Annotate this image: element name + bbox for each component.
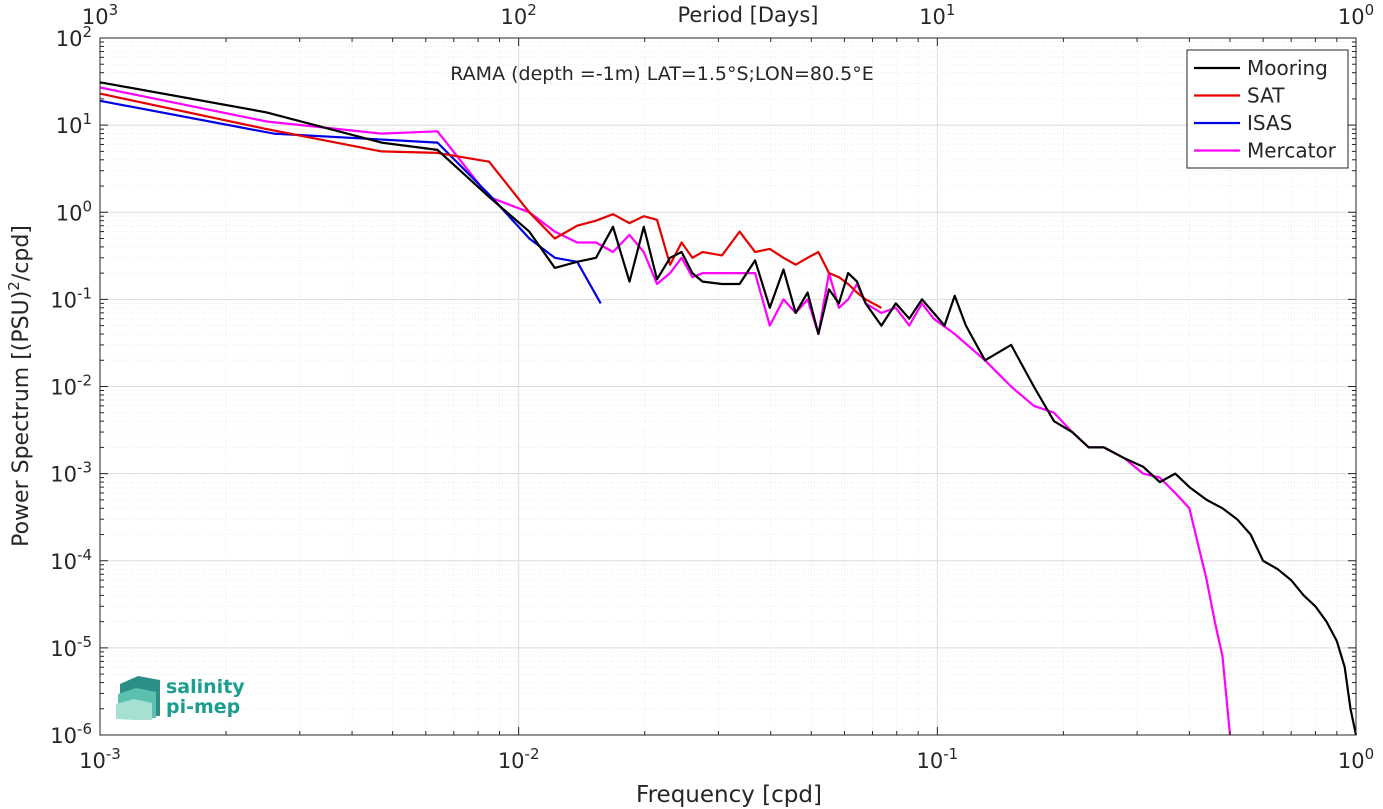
chart-title: RAMA (depth =-1m) LAT=1.5°S;LON=80.5°E	[450, 63, 874, 85]
y-tick-label: 10-2	[50, 372, 92, 400]
x-axis-label: Frequency [cpd]	[636, 782, 822, 808]
y-axis-label: Power Spectrum [(PSU)2/cpd]	[5, 225, 34, 547]
y-tick-label: 10-6	[50, 720, 92, 748]
legend-label-mooring: Mooring	[1247, 56, 1328, 80]
y-tick-label: 10-1	[50, 284, 92, 312]
legend-label-isas: ISAS	[1247, 111, 1292, 135]
top-tick-label: 100	[1338, 1, 1374, 29]
grid-lines	[99, 38, 1356, 736]
x-tick-label: 10-3	[79, 745, 121, 773]
y-tick-label: 100	[56, 197, 92, 225]
top-tick-label: 102	[501, 1, 537, 29]
series-line-sat	[99, 92, 882, 309]
series-line-mercator	[99, 86, 1232, 736]
salinity-pi-mep-logo: salinity pi-mep	[116, 676, 245, 720]
y-tick-label: 102	[56, 23, 92, 51]
y-tick-label: 10-5	[50, 633, 92, 661]
top-tick-label: 101	[919, 1, 955, 29]
x-tick-label: 100	[1338, 745, 1374, 773]
y-tick-label: 101	[56, 110, 92, 138]
x-tick-label: 10-2	[498, 745, 540, 773]
axis-ticks	[99, 37, 1357, 736]
legend: Mooring SAT ISAS Mercator	[1186, 49, 1349, 169]
logo-line2: pi-mep	[166, 696, 240, 718]
legend-label-mercator: Mercator	[1247, 139, 1337, 163]
legend-label-sat: SAT	[1247, 84, 1285, 108]
legend-box	[1186, 49, 1349, 169]
y-tick-label: 10-3	[50, 459, 92, 487]
series-line-mooring	[99, 81, 1358, 736]
top-axis-label: Period [Days]	[678, 3, 819, 27]
x-tick-label: 10-1	[916, 745, 958, 773]
y-tick-label: 10-4	[50, 546, 92, 574]
top-tick-label: 103	[82, 1, 118, 29]
logo-line1: salinity	[166, 676, 245, 698]
logo-waves-icon	[116, 676, 160, 720]
series-layer	[99, 81, 1358, 736]
